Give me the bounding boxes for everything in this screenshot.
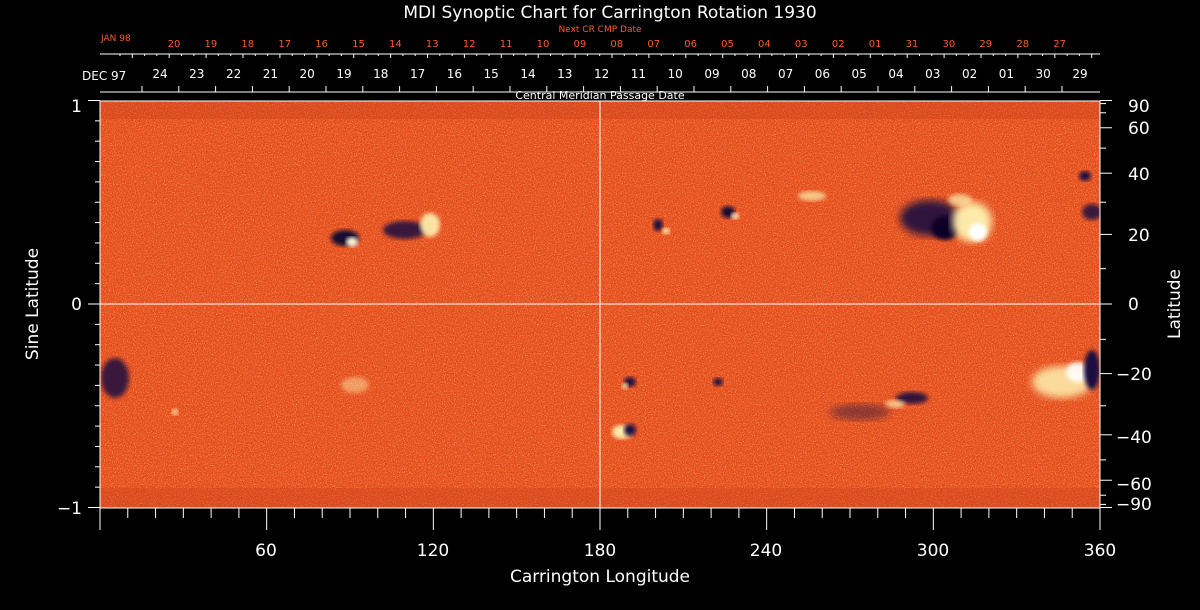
cmp-date: 16 [447,67,462,81]
cmp-date: 13 [557,67,572,81]
next-cr-date: 28 [1016,39,1029,50]
right-tick-label: 60 [1128,119,1150,139]
next-cr-date: 19 [205,39,218,50]
next-cr-label: Next CR CMP Date [558,25,642,35]
next-cr-date: 09 [574,39,587,50]
cmp-date: 21 [263,67,278,81]
next-cr-date: 20 [168,39,181,50]
x-tick-label: 360 [1084,541,1116,561]
right-tick-label: −40 [1116,428,1152,448]
right-tick-label: 20 [1128,226,1150,246]
cmp-date: 02 [962,67,977,81]
top-month-label: JAN 98 [100,34,131,44]
x-tick-label: 180 [584,541,616,561]
right-axis-label: Latitude [1165,269,1185,339]
left-tick-label: 1 [71,97,82,117]
next-cr-date: 30 [943,39,956,50]
cmp-date: 07 [778,67,793,81]
next-cr-ticks [119,54,1093,58]
cmp-date: 18 [373,67,388,81]
cmp-date: 20 [300,67,315,81]
next-cr-date: 11 [500,39,513,50]
next-cr-date: 12 [463,39,476,50]
next-cr-date: 07 [647,39,660,50]
cmp-date: 04 [888,67,903,81]
right-tick-label: 0 [1128,295,1139,315]
right-tick-label: 40 [1128,165,1150,185]
cmp-date: 14 [520,67,535,81]
active-region-3 [900,171,1100,242]
cmp-date: 19 [336,67,351,81]
left-axis-label: Sine Latitude [23,248,43,360]
next-cr-date: 29 [979,39,992,50]
left-tick-label: −1 [57,499,82,519]
cmp-label: Central Meridian Passage Date [515,89,684,102]
next-cr-date: 10 [537,39,550,50]
next-cr-date: 08 [610,39,623,50]
next-cr-date: 02 [832,39,845,50]
cmp-date: 06 [815,67,830,81]
cmp-date: 17 [410,67,425,81]
active-region-4 [101,350,1100,439]
cmp-date: 11 [631,67,646,81]
cmp-date: 30 [1036,67,1051,81]
cmp-date: 05 [852,67,867,81]
cmp-date: 15 [484,67,499,81]
cmp-date: 01 [999,67,1014,81]
next-cr-date: 01 [869,39,882,50]
next-cr-date: 15 [352,39,365,50]
next-cr-date: 16 [315,39,328,50]
cmp-date-labels: 24 23 22 21 20 19 18 17 16 15 14 13 12 11 10 09 08 07 06 05… [152,67,1087,81]
left-axis-ticks [88,100,100,508]
right-axis-ticks [1100,100,1112,508]
x-tick-label: 300 [917,541,949,561]
next-cr-date: 13 [426,39,439,50]
next-cr-date-labels: 20 19 18 17 16 15 14 13 12 11 10 09 08 07 06 05 04 03 02 01… [168,39,1066,50]
bottom-month-label: DEC 97 [82,69,126,83]
next-cr-date: 31 [906,39,919,50]
right-tick-label: −60 [1116,475,1152,495]
cmp-date: 23 [189,67,204,81]
x-axis-label: Carrington Longitude [510,567,690,587]
cmp-date: 29 [1072,67,1087,81]
next-cr-date: 14 [389,39,402,50]
chart-title: MDI Synoptic Chart for Carrington Rotati… [403,3,816,23]
active-region-2 [653,191,826,234]
x-tick-label: 120 [417,541,449,561]
next-cr-date: 03 [795,39,808,50]
cmp-date: 10 [668,67,683,81]
next-cr-date: 27 [1053,39,1066,50]
next-cr-date: 05 [721,39,734,50]
cmp-date: 09 [704,67,719,81]
right-tick-label: −90 [1116,495,1152,515]
cmp-date: 24 [152,67,167,81]
cmp-date: 12 [594,67,609,81]
left-tick-label: 0 [71,295,82,315]
right-tick-label: −20 [1116,365,1152,385]
x-tick-label: 240 [750,541,782,561]
next-cr-date: 06 [684,39,697,50]
cmp-date: 08 [741,67,756,81]
next-cr-date: 17 [278,39,291,50]
next-cr-date: 18 [241,39,254,50]
cmp-date: 03 [925,67,940,81]
active-region-1 [331,213,440,247]
x-axis-ticks [99,508,1101,530]
x-tick-label: 60 [255,541,277,561]
right-tick-label: 90 [1128,97,1150,117]
cmp-date: 22 [226,67,241,81]
next-cr-date: 04 [758,39,771,50]
cmp-ticks [141,86,1063,92]
